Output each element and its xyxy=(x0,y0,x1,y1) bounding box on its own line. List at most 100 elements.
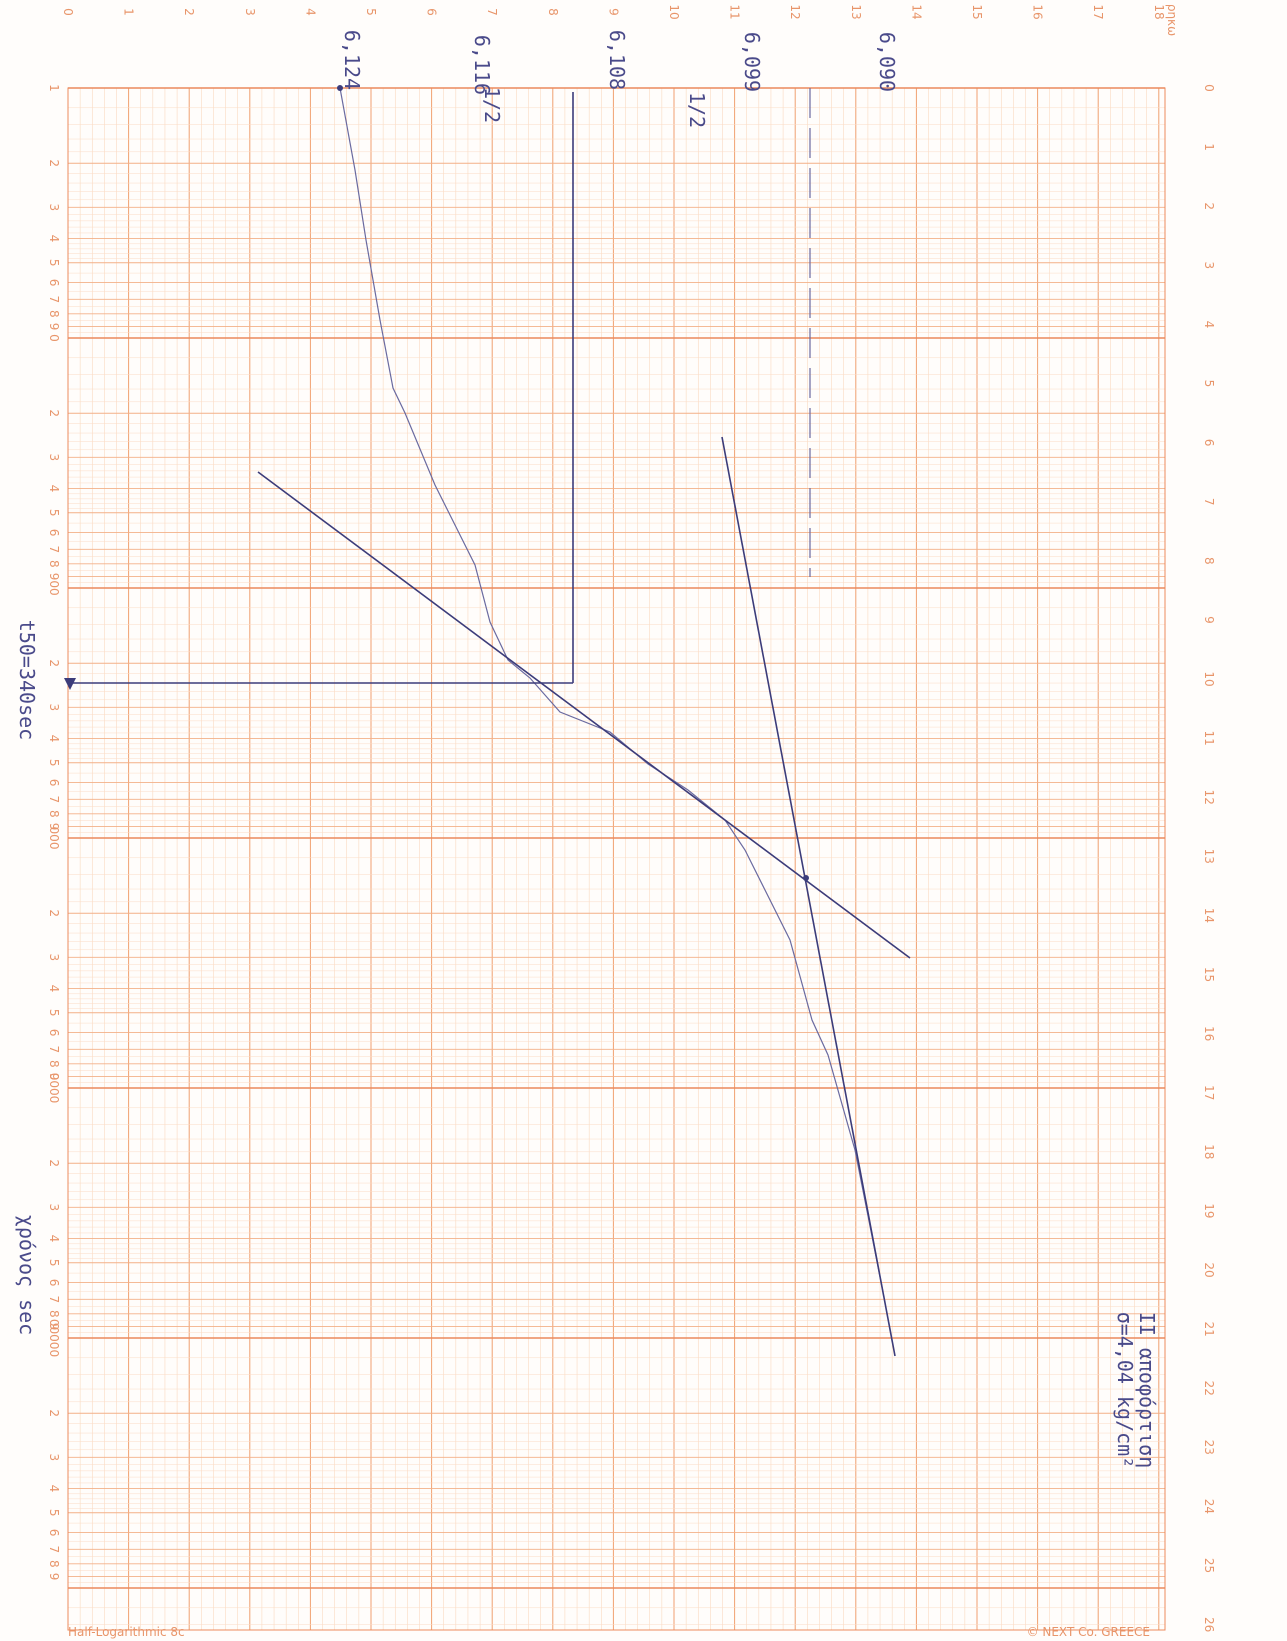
log-tick-label: 6 xyxy=(47,779,61,787)
log-tick-label: 3 xyxy=(47,1203,61,1211)
log-tick-label: 8 xyxy=(47,310,61,318)
right-tick-label: 0 xyxy=(1202,84,1216,92)
log-tick-label: 6 xyxy=(47,1029,61,1037)
reading: 6,099 xyxy=(740,32,764,92)
top-tick-label: 1 xyxy=(122,8,136,16)
reading: 6,090 xyxy=(875,32,899,92)
note: σ=4,04 kg/cm² xyxy=(1113,1312,1137,1469)
right-tick-label: 7 xyxy=(1202,498,1216,506)
point xyxy=(803,875,809,881)
log-tick-label: 8 xyxy=(47,560,61,568)
publisher: © NEXT Co. GREECE xyxy=(1027,1625,1150,1639)
note: II αποφόρτιση xyxy=(1135,1312,1159,1469)
top-tick-label: 16 xyxy=(1031,4,1045,19)
log-tick-label: 9 xyxy=(47,323,61,331)
right-tick-label: 16 xyxy=(1202,1026,1216,1041)
right-tick-label: 8 xyxy=(1202,557,1216,565)
right-tick-label: 12 xyxy=(1202,790,1216,805)
log-tick-label: 7 xyxy=(47,1295,61,1303)
log-tick-label: 00 xyxy=(47,580,61,595)
top-tick-label: 12 xyxy=(788,4,802,19)
time-axis-label: χρόνος sec xyxy=(15,1215,39,1335)
top-tick-label: 9 xyxy=(606,8,620,16)
right-tick-label: 18 xyxy=(1202,1144,1216,1159)
right-tick-label: 11 xyxy=(1202,730,1216,745)
log-tick-label: 9 xyxy=(47,1573,61,1581)
t50-label: t50=340sec xyxy=(15,620,39,740)
right-tick-label: 24 xyxy=(1202,1499,1216,1514)
log-tick-label: 2 xyxy=(47,159,61,167)
log-tick-label: 9 xyxy=(47,573,61,581)
log-tick-label: 7 xyxy=(47,545,61,553)
log-tick-label: 4 xyxy=(47,1485,61,1493)
paper-label: Half-Logarithmic 8c xyxy=(68,1625,185,1639)
top-tick-label: 13 xyxy=(849,4,863,19)
right-tick-label: 3 xyxy=(1202,261,1216,269)
log-tick-label: 6 xyxy=(47,279,61,287)
reading: 6,124 xyxy=(340,30,364,90)
right-tick-label: 13 xyxy=(1202,849,1216,864)
log-tick-label: 3 xyxy=(47,203,61,211)
log-tick-label: 0 xyxy=(47,334,61,342)
top-tick-label: 14 xyxy=(909,4,923,19)
log-tick-label: 2 xyxy=(47,1409,61,1417)
log-tick-label: 1 xyxy=(47,84,61,92)
top-tick-label: 11 xyxy=(728,4,742,19)
log-tick-label: 8 xyxy=(47,1060,61,1068)
right-tick-label: 4 xyxy=(1202,321,1216,329)
log-tick-label: 000 xyxy=(47,827,61,850)
graph-paper: ρηκω 6,124 6,116 6,108 6,099 6,090 1/2 1… xyxy=(0,0,1287,1641)
log-tick-label: 5 xyxy=(47,1009,61,1017)
top-tick-label: 8 xyxy=(546,8,560,16)
right-tick-label: 5 xyxy=(1202,380,1216,388)
log-tick-label: 6 xyxy=(47,1529,61,1537)
top-unit: ρηκω xyxy=(1165,4,1179,36)
right-tick-label: 6 xyxy=(1202,439,1216,447)
top-tick-label: 15 xyxy=(970,4,984,19)
right-tick-label: 15 xyxy=(1202,967,1216,982)
half-label: 1/2 xyxy=(480,87,504,123)
right-tick-label: 26 xyxy=(1202,1617,1216,1632)
top-tick-label: 5 xyxy=(364,8,378,16)
log-tick-label: 3 xyxy=(47,703,61,711)
log-tick-label: 7 xyxy=(47,1545,61,1553)
right-tick-label: 17 xyxy=(1202,1085,1216,1100)
top-tick-label: 17 xyxy=(1091,4,1105,19)
right-tick-label: 20 xyxy=(1202,1262,1216,1277)
log-tick-label: 5 xyxy=(47,259,61,267)
log-tick-label: 00000 xyxy=(47,1319,61,1357)
right-tick-label: 2 xyxy=(1202,202,1216,210)
top-tick-label: 10 xyxy=(667,4,681,19)
reading: 6,108 xyxy=(605,30,629,90)
right-tick-label: 1 xyxy=(1202,143,1216,151)
right-tick-label: 23 xyxy=(1202,1440,1216,1455)
log-tick-label: 4 xyxy=(47,735,61,743)
right-tick-label: 10 xyxy=(1202,671,1216,686)
top-tick-label: 6 xyxy=(425,8,439,16)
top-tick-label: 2 xyxy=(182,8,196,16)
log-tick-label: 5 xyxy=(47,509,61,517)
log-tick-label: 3 xyxy=(47,1453,61,1461)
right-tick-label: 22 xyxy=(1202,1381,1216,1396)
log-tick-label: 3 xyxy=(47,453,61,461)
log-tick-label: 4 xyxy=(47,985,61,993)
log-tick-label: 7 xyxy=(47,1045,61,1053)
log-tick-label: 3 xyxy=(47,953,61,961)
right-tick-label: 9 xyxy=(1202,616,1216,624)
log-tick-label: 5 xyxy=(47,1259,61,1267)
log-tick-label: 5 xyxy=(47,759,61,767)
log-tick-label: 7 xyxy=(47,295,61,303)
log-tick-label: 2 xyxy=(47,659,61,667)
right-tick-label: 21 xyxy=(1202,1321,1216,1336)
log-tick-label: 5 xyxy=(47,1509,61,1517)
log-tick-label: 0000 xyxy=(47,1073,61,1104)
log-tick-label: 2 xyxy=(47,1159,61,1167)
top-tick-label: 3 xyxy=(243,8,257,16)
top-tick-label: 7 xyxy=(485,8,499,16)
top-tick-label: 4 xyxy=(303,8,317,16)
log-tick-label: 4 xyxy=(47,485,61,493)
top-tick-label: 0 xyxy=(61,8,75,16)
right-tick-label: 19 xyxy=(1202,1203,1216,1218)
log-tick-label: 7 xyxy=(47,795,61,803)
right-tick-label: 14 xyxy=(1202,908,1216,923)
